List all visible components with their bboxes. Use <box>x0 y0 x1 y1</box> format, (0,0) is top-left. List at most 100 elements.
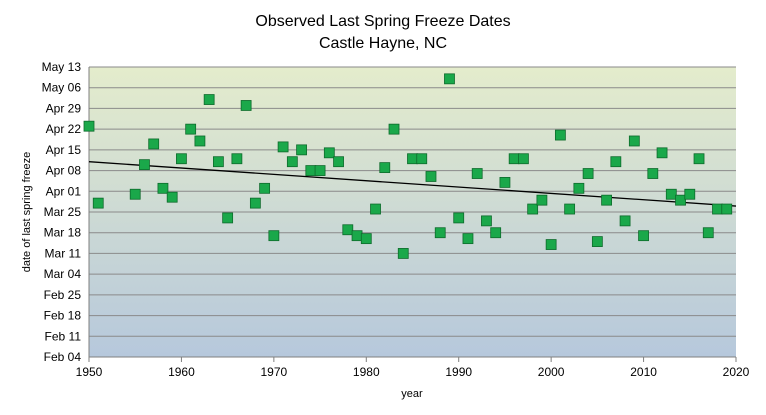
y-tick-label: Apr 22 <box>46 122 82 136</box>
data-point <box>656 147 668 159</box>
data-point <box>342 224 354 236</box>
data-point <box>83 120 95 132</box>
data-point <box>370 203 381 215</box>
data-point <box>129 188 141 200</box>
chart-subtitle: Castle Hayne, NC <box>319 35 447 52</box>
data-point <box>647 168 659 179</box>
data-point <box>157 182 169 194</box>
data-point <box>397 248 409 259</box>
data-point <box>286 156 298 168</box>
x-tick-label: 1960 <box>168 365 195 379</box>
y-tick-label: Mar 25 <box>44 205 82 219</box>
data-point <box>453 212 465 224</box>
data-point <box>139 159 150 171</box>
data-point <box>684 188 696 200</box>
x-tick-label: 1970 <box>261 365 288 379</box>
trendline-layer <box>88 161 737 207</box>
data-point <box>628 135 640 147</box>
y-tick-label: Mar 04 <box>44 267 82 281</box>
x-tick-label: 2020 <box>723 365 750 379</box>
data-point <box>554 129 566 141</box>
x-tick-labels: 1950 1960 1970 1980 1990 2000 2010 2020 <box>76 357 750 379</box>
data-points <box>83 73 733 259</box>
x-tick-label: 2000 <box>538 365 565 379</box>
axes <box>88 67 736 358</box>
data-point <box>675 194 686 206</box>
data-point <box>527 203 539 215</box>
data-point <box>194 135 206 147</box>
data-point <box>462 233 474 245</box>
data-point <box>92 197 104 209</box>
data-point <box>388 123 400 135</box>
data-point <box>536 194 548 206</box>
data-point <box>379 162 391 174</box>
data-point <box>425 171 437 182</box>
data-point <box>249 197 261 209</box>
y-tick-label: Mar 18 <box>44 226 82 240</box>
data-point <box>564 203 576 215</box>
y-tick-label: Feb 18 <box>44 309 82 323</box>
data-point <box>665 188 677 200</box>
x-tick-label: 2010 <box>630 365 657 379</box>
y-axis-label: date of last spring freeze <box>21 152 33 272</box>
x-tick-label: 1990 <box>445 365 472 379</box>
data-point <box>481 215 492 227</box>
x-axis-label: year <box>401 388 423 400</box>
data-point <box>203 94 215 105</box>
data-point <box>231 153 243 165</box>
data-point <box>416 153 428 165</box>
trendline <box>88 161 737 207</box>
data-point <box>148 138 160 150</box>
data-point <box>638 230 649 242</box>
x-tick-label: 1950 <box>76 365 103 379</box>
data-point <box>444 73 455 85</box>
data-point <box>176 153 187 165</box>
x-tick-label: 1980 <box>353 365 380 379</box>
data-point <box>499 177 511 188</box>
data-point <box>591 236 603 247</box>
data-point <box>490 227 502 239</box>
y-tick-label: May 06 <box>42 81 82 95</box>
y-tick-label: Feb 11 <box>45 329 82 343</box>
data-point <box>693 153 705 165</box>
data-point <box>518 153 529 165</box>
data-point <box>323 147 335 159</box>
data-point <box>407 153 418 165</box>
y-tick-label: Feb 04 <box>44 350 82 364</box>
data-point <box>296 144 307 156</box>
y-tick-label: Apr 08 <box>46 164 82 178</box>
data-point <box>305 165 317 176</box>
data-point <box>721 203 733 215</box>
y-tick-label: Feb 25 <box>44 288 82 302</box>
data-point <box>360 233 372 245</box>
y-tick-label: Apr 15 <box>46 143 82 157</box>
y-tick-labels: May 13 May 06 Apr 29 Apr 22 Apr 15 Apr 08 Apr … <box>42 60 82 364</box>
data-point <box>240 100 252 111</box>
data-point <box>314 165 326 176</box>
data-point <box>166 191 178 203</box>
data-point <box>434 227 446 239</box>
data-point <box>545 239 557 250</box>
data-point <box>712 203 723 215</box>
y-tick-label: Mar 11 <box>45 246 82 260</box>
data-point <box>333 156 344 168</box>
data-point <box>185 123 197 135</box>
y-tick-label: Apr 01 <box>46 184 82 198</box>
y-tick-label: Apr 29 <box>46 101 82 115</box>
data-point <box>268 230 280 242</box>
data-point <box>471 168 483 179</box>
data-point <box>619 215 631 227</box>
data-point <box>259 182 271 194</box>
data-point <box>582 168 594 179</box>
data-point <box>702 227 714 239</box>
data-point <box>351 230 363 242</box>
data-point <box>222 212 234 224</box>
data-point <box>573 182 585 194</box>
data-point <box>277 141 289 153</box>
y-tick-label: May 13 <box>42 60 82 74</box>
data-point <box>212 156 224 168</box>
chart-title: Observed Last Spring Freeze Dates <box>255 13 510 30</box>
data-point <box>508 153 520 165</box>
data-point <box>601 194 612 206</box>
